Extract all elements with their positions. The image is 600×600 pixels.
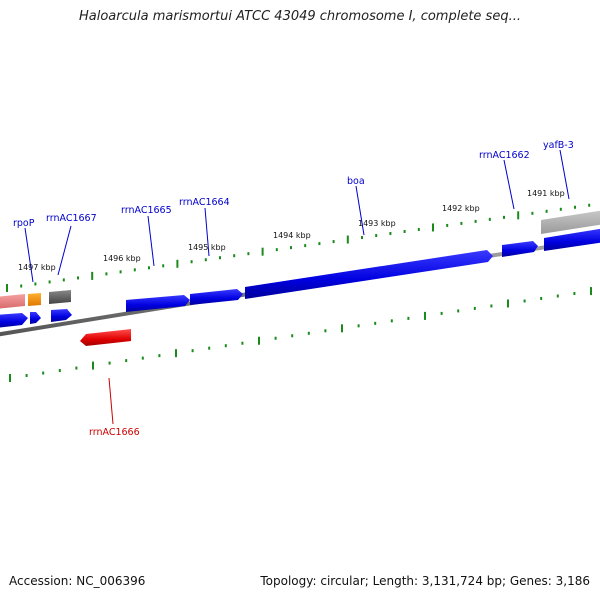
gene-label-boa[interactable]: boa <box>347 176 365 187</box>
accession-text: Accession: NC_006396 <box>9 574 146 588</box>
gene-arrow-pink[interactable] <box>0 294 25 309</box>
gene-arrow-inner-2[interactable] <box>30 312 41 324</box>
gene-arrow-lightgrey[interactable] <box>541 210 600 234</box>
gene-label-yafB-3[interactable]: yafB-3 <box>543 140 574 151</box>
gene-arrow-grey[interactable] <box>49 290 71 304</box>
kbp-label-1497: 1497 kbp <box>18 263 56 272</box>
gene-label-rrnAC1666[interactable]: rrnAC1666 <box>89 427 140 438</box>
gene-arrow-rrnAC1664[interactable] <box>190 289 243 305</box>
gene-label-rrnAC1664[interactable]: rrnAC1664 <box>179 197 230 208</box>
kbp-label-1494: 1494 kbp <box>273 231 311 240</box>
gene-arrow-rrnAC1665[interactable] <box>126 295 190 312</box>
gene-arrow-boa[interactable] <box>245 250 493 299</box>
gene-label-rrnAC1662[interactable]: rrnAC1662 <box>479 150 530 161</box>
leader-rrnAC1667 <box>57 225 72 276</box>
leader-rrnAC1666 <box>108 377 114 425</box>
leader-boa <box>355 185 365 236</box>
gene-label-rrnAC1665[interactable]: rrnAC1665 <box>121 205 172 216</box>
lower-tick-row <box>9 287 592 382</box>
gene-arrow-inner-1[interactable] <box>0 313 28 328</box>
upper-tick-row <box>6 203 591 292</box>
gene-arrow-yafB-3[interactable] <box>544 228 600 251</box>
leader-yafB-3 <box>559 149 570 200</box>
gene-label-rrnAC1667[interactable]: rrnAC1667 <box>46 213 97 224</box>
kbp-label-1493: 1493 kbp <box>358 219 396 228</box>
kbp-label-1495: 1495 kbp <box>188 243 226 252</box>
gene-arrow-rrnAC1662[interactable] <box>502 241 538 257</box>
gene-label-rpoP[interactable]: rpoP <box>13 218 35 229</box>
kbp-label-1491: 1491 kbp <box>527 189 565 198</box>
summary-text: Topology: circular; Length: 3,131,724 bp… <box>260 574 590 588</box>
gene-arrow-rrnAC1666[interactable] <box>80 329 131 346</box>
leader-rrnAC1664 <box>204 207 210 257</box>
leader-rrnAC1662 <box>503 159 515 210</box>
kbp-label-1492: 1492 kbp <box>442 204 480 213</box>
kbp-label-1496: 1496 kbp <box>103 254 141 263</box>
leader-rpoP <box>24 227 34 283</box>
gene-arrow-inner-3[interactable] <box>51 309 72 322</box>
leader-rrnAC1665 <box>147 215 155 267</box>
map-title: Haloarcula marismortui ATCC 43049 chromo… <box>79 9 521 24</box>
gene-arrow-orange[interactable] <box>28 293 41 306</box>
